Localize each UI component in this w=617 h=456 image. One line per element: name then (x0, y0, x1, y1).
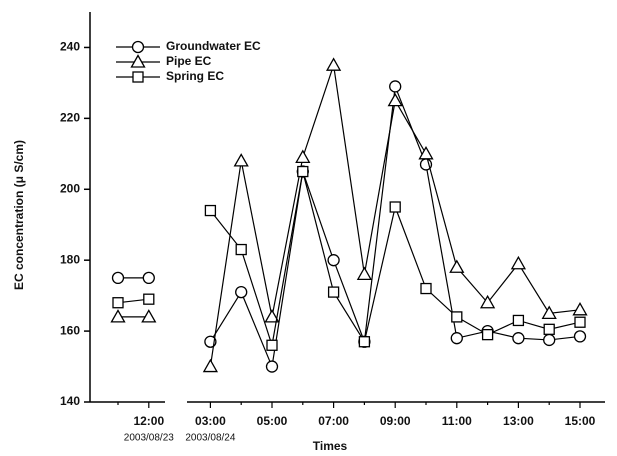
y-tick-label: 200 (60, 181, 80, 195)
point (543, 323, 555, 335)
x-tick-label: 15:00 (565, 414, 596, 428)
point (389, 80, 402, 93)
point (204, 204, 217, 217)
point (543, 333, 556, 347)
point (451, 311, 463, 323)
point (510, 255, 527, 270)
legend-label: Groundwater EC (166, 39, 261, 53)
x-tick-label: 05:00 (257, 414, 288, 428)
x-tick-label: 13:00 (503, 414, 534, 428)
x-tick-label: 07:00 (318, 414, 349, 428)
legend-marker (131, 40, 145, 54)
point (235, 243, 247, 256)
point (266, 339, 278, 351)
point (358, 336, 371, 348)
x-tick-label: 03:00 (195, 414, 226, 428)
x-tick-label: 11:00 (442, 414, 472, 428)
y-tick-label: 160 (60, 323, 80, 337)
point (572, 301, 588, 316)
point (512, 314, 525, 327)
point (574, 316, 586, 328)
point (481, 328, 494, 341)
legend-marker (130, 54, 146, 68)
point (142, 271, 155, 285)
point (264, 309, 280, 323)
legend-label: Spring EC (166, 69, 224, 83)
series-line (209, 171, 581, 346)
x-tick-label: 12:00 (133, 414, 164, 428)
point (265, 360, 279, 373)
point (512, 332, 525, 345)
point (233, 153, 249, 167)
point (110, 309, 126, 323)
point (325, 57, 342, 71)
point (418, 145, 434, 160)
point (327, 254, 340, 267)
point (235, 285, 248, 299)
point (573, 330, 587, 343)
point (356, 266, 373, 281)
y-tick-label: 140 (60, 394, 80, 408)
point (389, 201, 401, 213)
y-axis-label: EC concentration (μ S/cm) (12, 140, 26, 290)
point (202, 358, 219, 373)
point (143, 293, 155, 305)
point (112, 297, 124, 309)
point (420, 282, 432, 295)
point (327, 286, 340, 298)
legend-label: Pipe EC (166, 54, 212, 68)
y-tick-label: 180 (60, 252, 80, 266)
point (295, 149, 311, 164)
point (449, 259, 465, 273)
point (111, 271, 125, 285)
x-sublabel: 2003/08/24 (185, 433, 235, 444)
point (479, 294, 496, 309)
x-axis-label: Times (313, 439, 348, 453)
point (387, 92, 403, 107)
y-tick-label: 220 (60, 111, 80, 125)
point (541, 305, 557, 320)
x-sublabel: 2003/08/23 (124, 433, 174, 444)
y-tick-label: 240 (60, 40, 80, 54)
point (297, 165, 309, 178)
legend-marker (132, 71, 144, 83)
point (141, 309, 157, 323)
x-tick-label: 09:00 (380, 414, 411, 428)
point (450, 332, 463, 345)
